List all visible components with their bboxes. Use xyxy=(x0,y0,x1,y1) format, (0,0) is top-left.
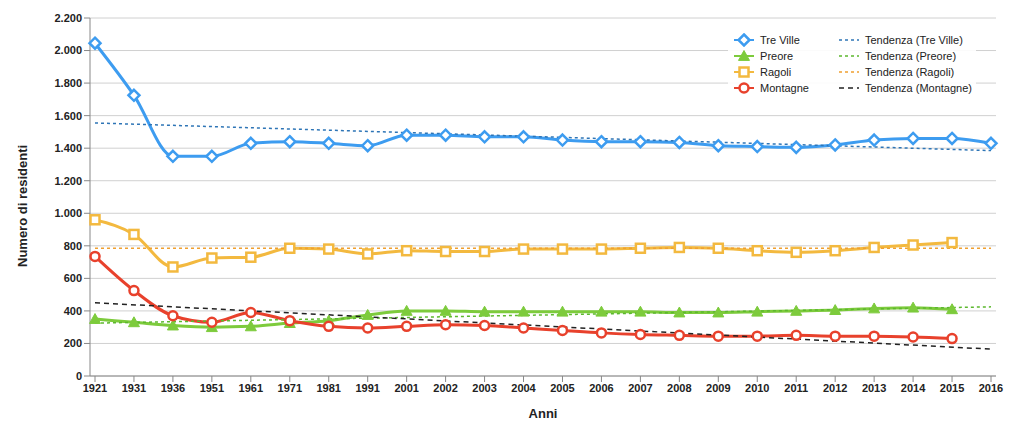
svg-text:800: 800 xyxy=(64,240,82,252)
svg-text:1921: 1921 xyxy=(83,382,107,394)
svg-text:1931: 1931 xyxy=(122,382,146,394)
svg-text:Anni: Anni xyxy=(529,406,558,421)
svg-text:2004: 2004 xyxy=(511,382,536,394)
svg-text:1.000: 1.000 xyxy=(54,207,82,219)
svg-text:1961: 1961 xyxy=(239,382,263,394)
svg-text:1951: 1951 xyxy=(200,382,224,394)
svg-text:1.600: 1.600 xyxy=(54,110,82,122)
svg-text:600: 600 xyxy=(64,272,82,284)
svg-text:2.000: 2.000 xyxy=(54,44,82,56)
svg-text:1.400: 1.400 xyxy=(54,142,82,154)
svg-text:400: 400 xyxy=(64,305,82,317)
svg-text:1.200: 1.200 xyxy=(54,175,82,187)
svg-text:2016: 2016 xyxy=(979,382,1003,394)
html-text:Tendenza (Montagne): Tendenza (Montagne) xyxy=(865,82,972,94)
svg-text:1936: 1936 xyxy=(161,382,185,394)
svg-text:2011: 2011 xyxy=(784,382,808,394)
svg-text:Numero di residenti: Numero di residenti xyxy=(15,145,30,267)
svg-text:2014: 2014 xyxy=(901,382,926,394)
svg-text:2005: 2005 xyxy=(550,382,574,394)
svg-text:200: 200 xyxy=(64,337,82,349)
html-text:Preore: Preore xyxy=(760,50,794,62)
html-text:Tendenza (Ragoli): Tendenza (Ragoli) xyxy=(865,66,955,78)
svg-text:2001: 2001 xyxy=(394,382,418,394)
html-text:Montagne: Montagne xyxy=(760,82,809,94)
svg-text:1991: 1991 xyxy=(355,382,379,394)
svg-text:2006: 2006 xyxy=(589,382,613,394)
svg-text:0: 0 xyxy=(76,370,82,382)
svg-text:2007: 2007 xyxy=(628,382,652,394)
svg-text:2002: 2002 xyxy=(433,382,457,394)
svg-text:2.200: 2.200 xyxy=(54,12,82,24)
svg-text:1981: 1981 xyxy=(316,382,340,394)
svg-text:2013: 2013 xyxy=(862,382,886,394)
svg-text:2010: 2010 xyxy=(745,382,769,394)
svg-text:2012: 2012 xyxy=(823,382,847,394)
html-text:Ragoli: Ragoli xyxy=(760,66,792,78)
svg-text:2009: 2009 xyxy=(706,382,730,394)
svg-text:1.800: 1.800 xyxy=(54,77,82,89)
svg-text:1971: 1971 xyxy=(278,382,302,394)
svg-text:2008: 2008 xyxy=(667,382,691,394)
svg-text:2015: 2015 xyxy=(940,382,964,394)
html-text:Tendenza (Tre Ville): Tendenza (Tre Ville) xyxy=(865,34,963,46)
html-text:Tre Ville: Tre Ville xyxy=(760,34,800,46)
html-text:Tendenza (Preore): Tendenza (Preore) xyxy=(865,50,957,62)
svg-text:2003: 2003 xyxy=(472,382,496,394)
